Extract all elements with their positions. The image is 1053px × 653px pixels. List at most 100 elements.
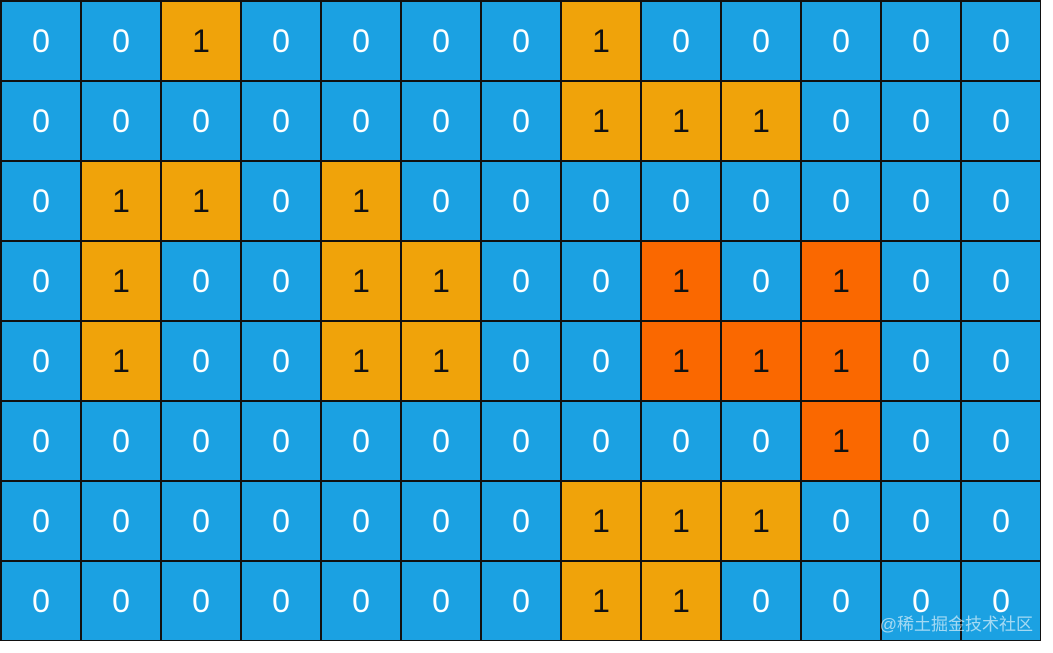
grid-cell-water: 0 (961, 401, 1041, 481)
grid-cell-water: 0 (1, 81, 81, 161)
grid-cell-water: 0 (481, 481, 561, 561)
grid-cell-land: 1 (161, 1, 241, 81)
grid-cell-water: 0 (321, 1, 401, 81)
grid-cell-water: 0 (961, 561, 1041, 641)
grid-cell-water: 0 (801, 481, 881, 561)
grid-cell-water: 0 (961, 241, 1041, 321)
grid-cell-land: 1 (641, 561, 721, 641)
grid-cell-water: 0 (321, 561, 401, 641)
grid-cell-water: 0 (881, 401, 961, 481)
grid-cell-water: 0 (321, 481, 401, 561)
grid-cell-water: 0 (161, 241, 241, 321)
grid-cell-land: 1 (321, 321, 401, 401)
grid-cell-water: 0 (721, 161, 801, 241)
grid-cell-water: 0 (481, 401, 561, 481)
grid-cell-water: 0 (81, 481, 161, 561)
grid-cell-water: 0 (481, 81, 561, 161)
grid-cell-highlighted: 1 (801, 321, 881, 401)
grid-cell-water: 0 (401, 481, 481, 561)
grid-cell-water: 0 (241, 561, 321, 641)
grid-cell-water: 0 (801, 561, 881, 641)
grid-cell-land: 1 (641, 81, 721, 161)
grid-cell-water: 0 (81, 561, 161, 641)
grid-cell-land: 1 (561, 481, 641, 561)
grid-cell-water: 0 (881, 561, 961, 641)
grid-cell-land: 1 (321, 241, 401, 321)
grid-cell-land: 1 (81, 321, 161, 401)
grid-cell-water: 0 (481, 241, 561, 321)
grid-cell-water: 0 (401, 81, 481, 161)
grid-cell-water: 0 (561, 241, 641, 321)
grid-cell-water: 0 (801, 1, 881, 81)
grid-cell-land: 1 (321, 161, 401, 241)
grid-cell-water: 0 (641, 1, 721, 81)
grid-cell-land: 1 (721, 81, 801, 161)
grid-cell-highlighted: 1 (801, 401, 881, 481)
grid-cell-water: 0 (401, 161, 481, 241)
grid-cell-land: 1 (641, 481, 721, 561)
grid-cell-water: 0 (881, 81, 961, 161)
grid-cell-land: 1 (161, 161, 241, 241)
grid-cell-water: 0 (881, 481, 961, 561)
grid-cell-water: 0 (81, 81, 161, 161)
grid-cell-water: 0 (721, 561, 801, 641)
grid-cell-water: 0 (801, 161, 881, 241)
grid-cell-water: 0 (1, 561, 81, 641)
grid-cell-water: 0 (321, 81, 401, 161)
grid-cell-water: 0 (721, 401, 801, 481)
grid-cell-water: 0 (1, 401, 81, 481)
grid-cell-water: 0 (881, 241, 961, 321)
grid-cell-water: 0 (241, 401, 321, 481)
grid-cell-water: 0 (721, 1, 801, 81)
grid-cell-land: 1 (81, 161, 161, 241)
grid-cell-water: 0 (241, 81, 321, 161)
grid-cell-water: 0 (161, 321, 241, 401)
grid-cell-water: 0 (241, 161, 321, 241)
grid-cell-water: 0 (81, 401, 161, 481)
grid-cell-water: 0 (161, 401, 241, 481)
grid-cell-highlighted: 1 (801, 241, 881, 321)
grid-cell-water: 0 (321, 401, 401, 481)
grid-cell-highlighted: 1 (641, 321, 721, 401)
grid-cell-water: 0 (641, 401, 721, 481)
grid-cell-water: 0 (801, 81, 881, 161)
grid-cell-water: 0 (161, 561, 241, 641)
grid-cell-water: 0 (481, 561, 561, 641)
grid-cell-water: 0 (641, 161, 721, 241)
grid-cell-land: 1 (561, 1, 641, 81)
grid-cell-highlighted: 1 (641, 241, 721, 321)
grid-cell-water: 0 (241, 321, 321, 401)
grid-cell-water: 0 (241, 1, 321, 81)
grid-cell-water: 0 (961, 81, 1041, 161)
grid-cell-water: 0 (961, 161, 1041, 241)
grid-cell-water: 0 (961, 321, 1041, 401)
grid-cell-water: 0 (401, 561, 481, 641)
grid-cell-water: 0 (1, 161, 81, 241)
watermark: @稀土掘金技术社区 (879, 615, 1033, 634)
grid-cell-water: 0 (721, 241, 801, 321)
grid-cell-water: 0 (881, 1, 961, 81)
grid-cell-water: 0 (881, 321, 961, 401)
grid-cell-water: 0 (1, 321, 81, 401)
grid-cell-land: 1 (81, 241, 161, 321)
grid-cell-water: 0 (401, 401, 481, 481)
grid-cell-land: 1 (561, 81, 641, 161)
grid-cell-water: 0 (881, 161, 961, 241)
grid-cell-water: 0 (561, 321, 641, 401)
grid-cell-water: 0 (961, 1, 1041, 81)
grid-cell-water: 0 (561, 401, 641, 481)
grid-cell-water: 0 (81, 1, 161, 81)
grid-cell-water: 0 (481, 161, 561, 241)
grid-cell-water: 0 (561, 161, 641, 241)
grid-cell-water: 0 (241, 241, 321, 321)
grid-cell-water: 0 (161, 81, 241, 161)
grid-cell-water: 0 (401, 1, 481, 81)
grid-cell-land: 1 (721, 481, 801, 561)
grid-cell-water: 0 (1, 241, 81, 321)
grid-cell-land: 1 (561, 561, 641, 641)
grid-cell-land: 1 (401, 321, 481, 401)
grid-cell-water: 0 (1, 481, 81, 561)
grid-cell-land: 1 (401, 241, 481, 321)
grid-cell-water: 0 (481, 321, 561, 401)
